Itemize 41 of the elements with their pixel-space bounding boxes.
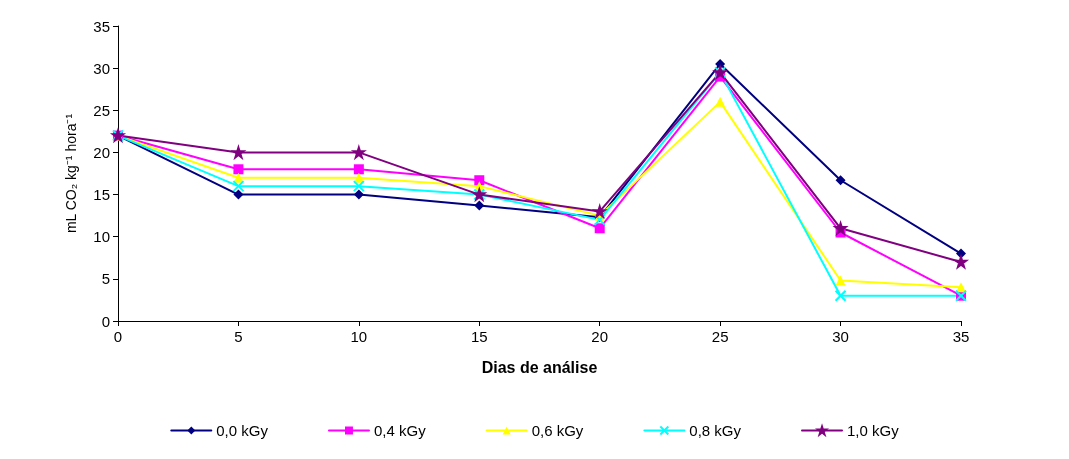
point bbox=[474, 175, 485, 186]
point bbox=[835, 275, 846, 286]
legend-label: 0,0 kGy bbox=[216, 422, 269, 439]
point bbox=[352, 180, 365, 193]
legend-label: 1,0 kGy bbox=[847, 422, 900, 439]
point bbox=[715, 96, 726, 107]
point bbox=[353, 164, 364, 175]
y-tick-label: 25 bbox=[93, 101, 110, 119]
x-tick-label: 10 bbox=[350, 328, 368, 345]
x-tick-label: 20 bbox=[591, 328, 609, 345]
point bbox=[353, 189, 364, 200]
y-tick-label: 35 bbox=[93, 17, 110, 35]
point bbox=[592, 203, 608, 220]
point bbox=[233, 189, 244, 200]
y-tick-label: 5 bbox=[101, 270, 110, 288]
x-tick-label: 35 bbox=[952, 328, 970, 345]
legend-label: 0,6 kGy bbox=[531, 422, 584, 439]
y-axis-title: mL CO₂ kg⁻¹ hora⁻¹ bbox=[63, 113, 79, 234]
point bbox=[835, 175, 846, 186]
y-tick-label: 0 bbox=[101, 312, 110, 330]
point bbox=[594, 223, 605, 234]
y-tick-label: 20 bbox=[93, 143, 110, 161]
point bbox=[956, 282, 966, 293]
x-tick-label: 15 bbox=[470, 328, 488, 345]
point bbox=[233, 164, 244, 175]
point bbox=[232, 180, 245, 193]
point bbox=[351, 144, 367, 161]
x-tick-label: 0 bbox=[113, 328, 123, 345]
x-tick-label: 5 bbox=[234, 328, 243, 345]
x-tick-label: 25 bbox=[711, 328, 729, 345]
legend-label: 0,4 kGy bbox=[373, 422, 427, 439]
point bbox=[230, 144, 247, 161]
y-tick-label: 10 bbox=[93, 228, 110, 246]
y-tick-label: 30 bbox=[93, 59, 110, 77]
point bbox=[834, 289, 847, 302]
y-tick-label: 15 bbox=[93, 186, 110, 204]
point bbox=[474, 200, 485, 211]
x-axis-title: Dias de análise bbox=[481, 358, 598, 376]
x-tick-label: 30 bbox=[832, 328, 849, 345]
point bbox=[832, 220, 849, 236]
legend-label: 0,8 kGy bbox=[689, 422, 742, 439]
